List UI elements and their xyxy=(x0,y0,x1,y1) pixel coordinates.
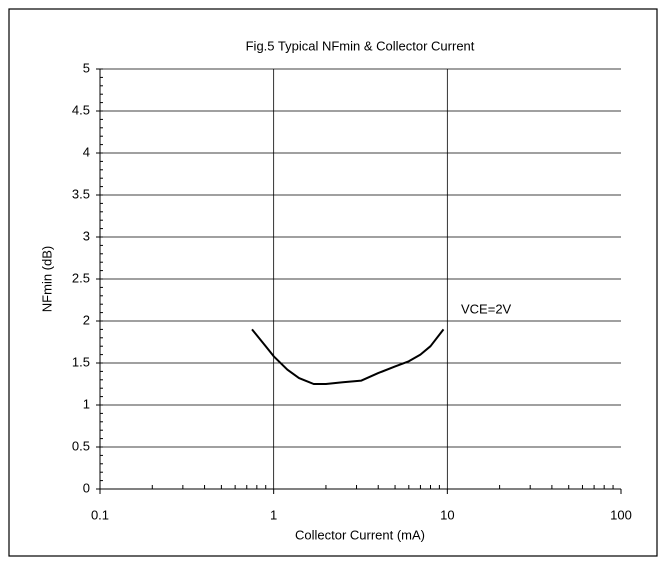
y-tick-label: 2 xyxy=(83,312,90,327)
annotation: VCE=2V xyxy=(461,301,512,316)
y-tick-label: 4 xyxy=(83,144,90,159)
y-axis-label: NFmin (dB) xyxy=(39,246,54,312)
y-tick-label: 1 xyxy=(83,396,90,411)
y-tick-label: 5 xyxy=(83,60,90,75)
line-series xyxy=(251,328,445,385)
y-tick-label: 4.5 xyxy=(72,102,90,117)
y-tick-label: 0.5 xyxy=(72,438,90,453)
y-tick-label: 1.5 xyxy=(72,354,90,369)
x-axis-label: Collector Current (mA) xyxy=(295,527,425,542)
x-tick-label: 100 xyxy=(610,507,632,522)
y-tick-label: 3.5 xyxy=(72,186,90,201)
x-tick-label: 0.1 xyxy=(91,507,109,522)
x-tick-label: 10 xyxy=(440,507,454,522)
x-tick-label: 1 xyxy=(270,507,277,522)
chart-border xyxy=(8,8,658,557)
y-tick-label: 3 xyxy=(83,228,90,243)
y-tick-label: 2.5 xyxy=(72,270,90,285)
chart-title: Fig.5 Typical NFmin & Collector Current xyxy=(246,38,475,53)
y-tick-label: 0 xyxy=(83,480,90,495)
